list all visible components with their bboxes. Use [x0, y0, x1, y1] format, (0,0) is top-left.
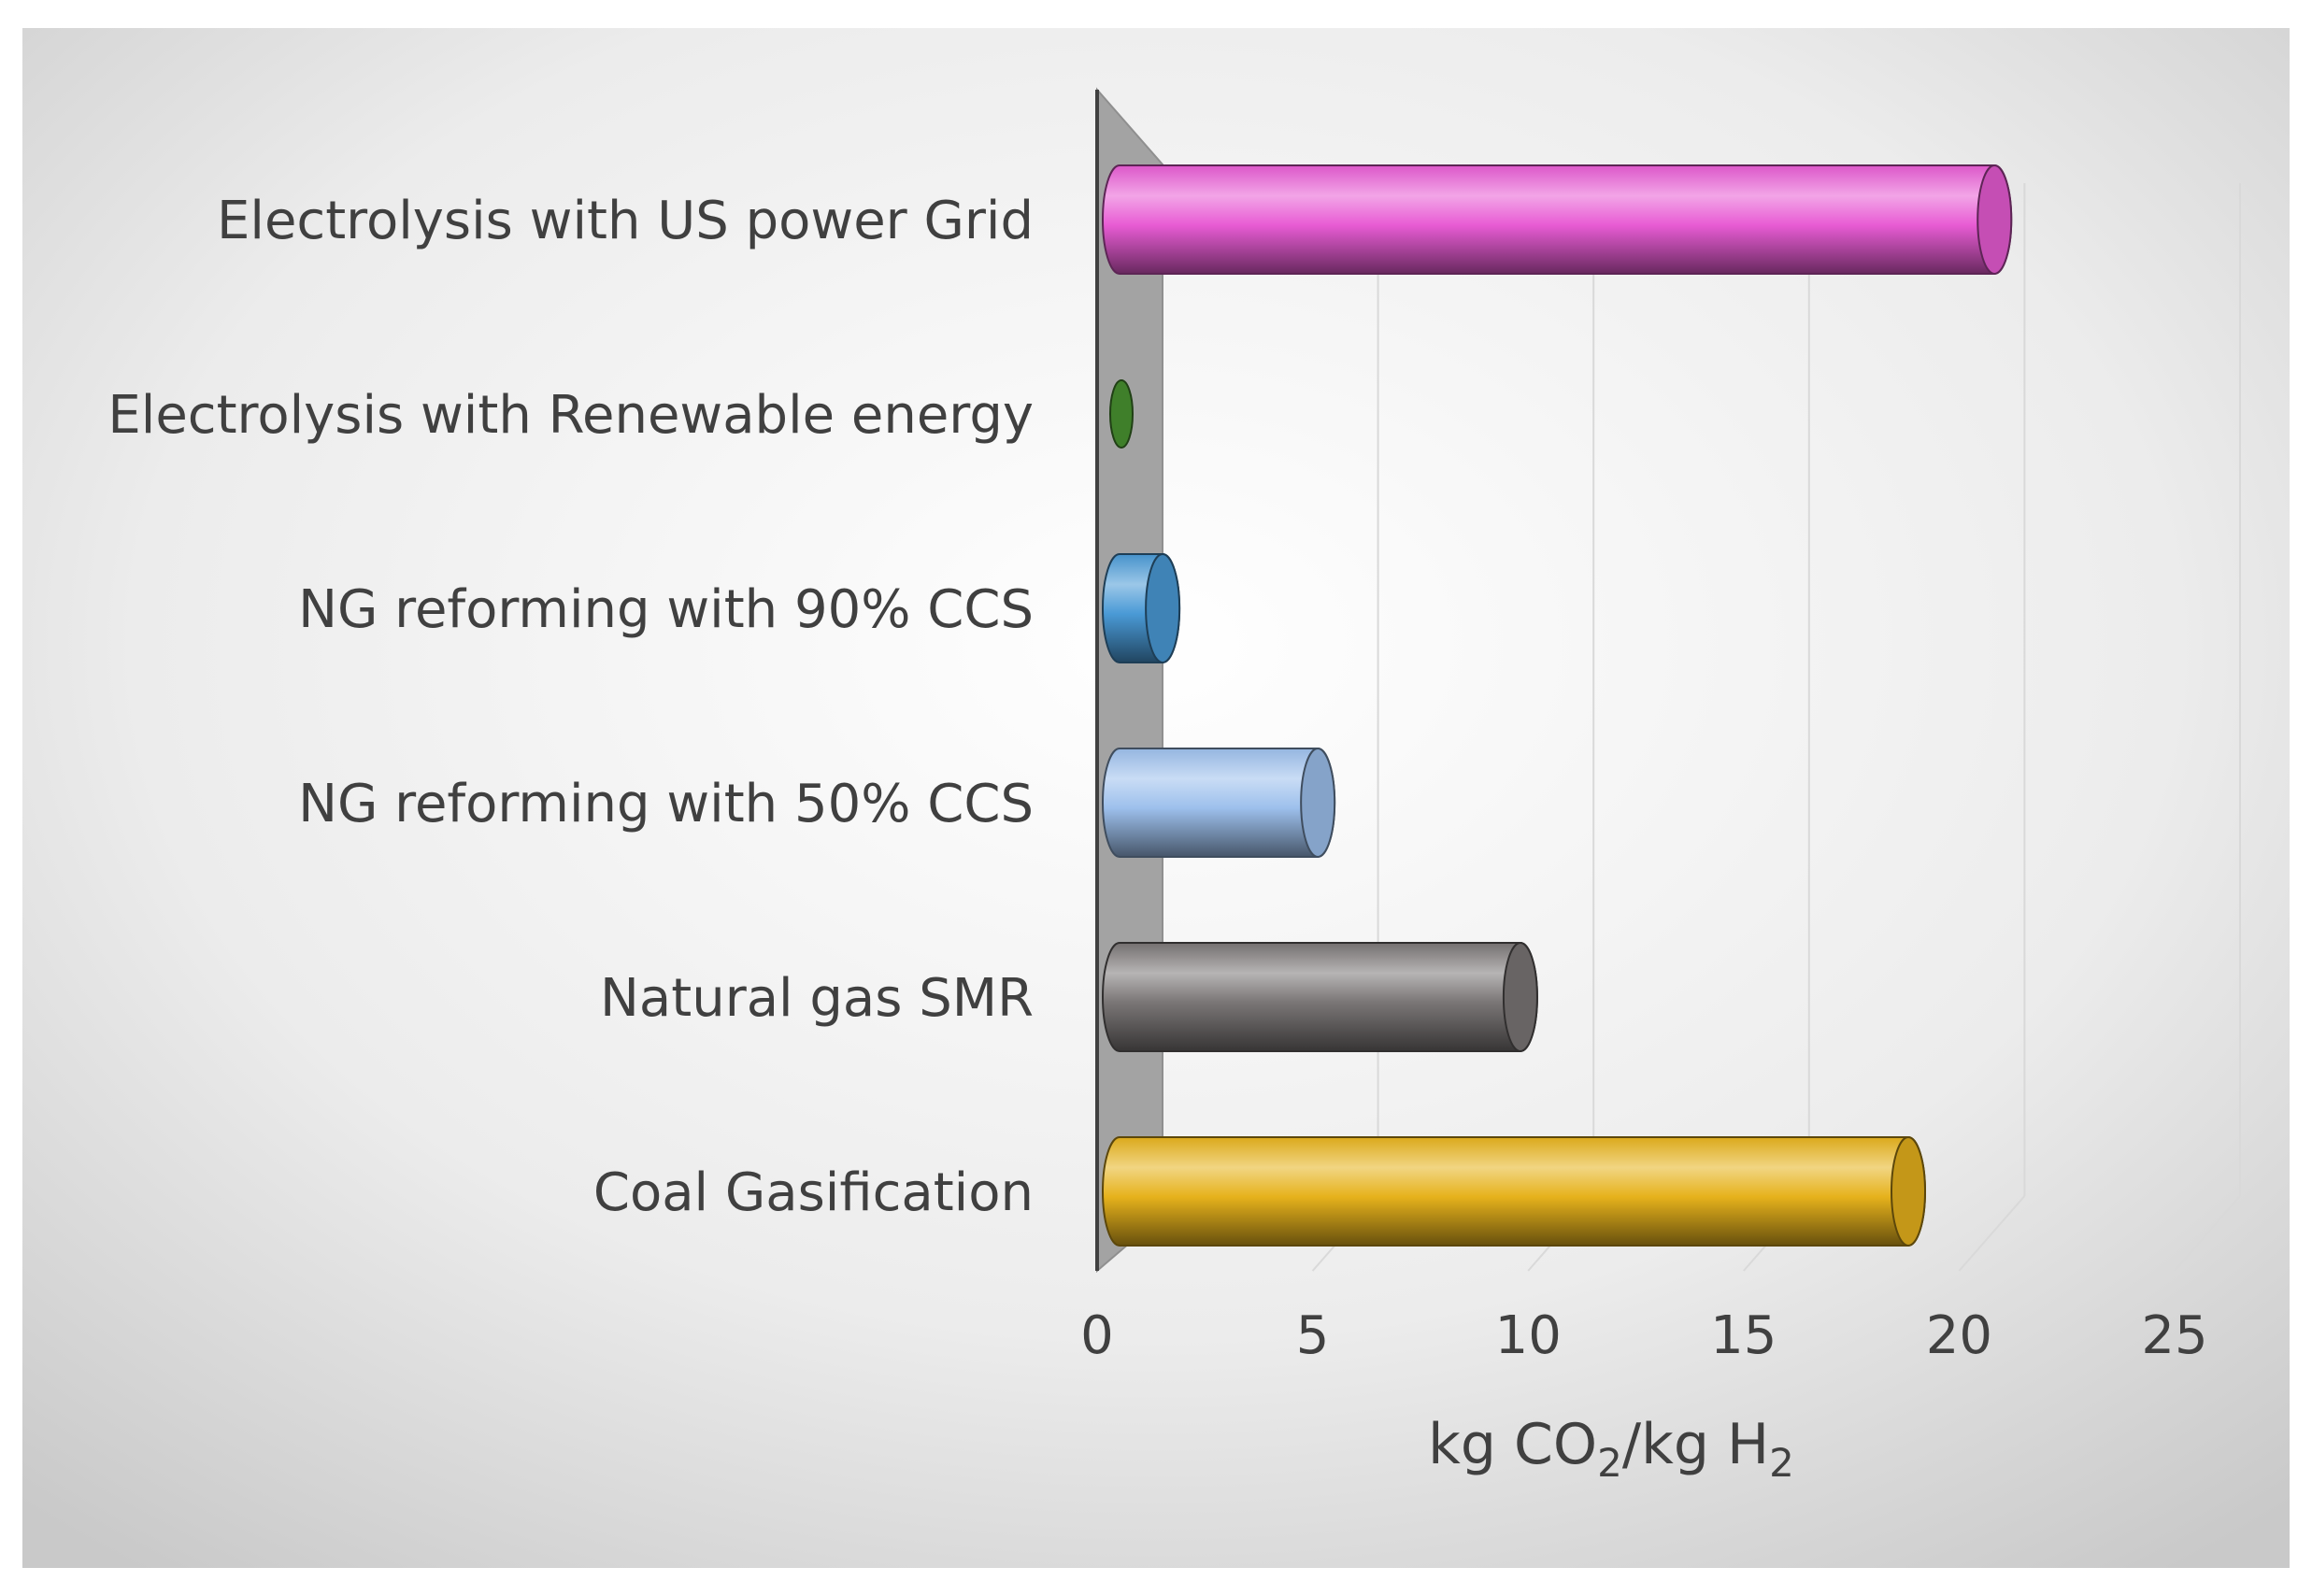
x-tick-label: 5 [1296, 1305, 1330, 1366]
bar-5 [1102, 942, 1538, 1052]
bars-group [1102, 164, 2013, 1247]
tick-labels: 0 5 10 15 20 25 [1080, 1305, 2207, 1366]
chart-svg: Electrolysis with US power Grid Electroly… [22, 28, 2290, 1568]
x-axis-title-sub2: 2 [1769, 1440, 1794, 1486]
bar-body [1102, 748, 1336, 858]
x-tick-label: 25 [2141, 1305, 2207, 1366]
x-tick-label: 10 [1495, 1305, 1562, 1366]
bar-end-cap [1502, 942, 1538, 1052]
gridline-floor [1958, 1195, 2026, 1272]
x-axis-title-middle: /kg H [1622, 1412, 1769, 1477]
category-labels: Electrolysis with US power Grid Electroly… [107, 191, 1034, 1223]
bar-6 [1102, 1136, 1926, 1247]
gridline-floor [2174, 1195, 2241, 1272]
x-tick-label: 20 [1926, 1305, 1992, 1366]
bar-end-cap [1890, 1136, 1926, 1247]
category-label: Electrolysis with US power Grid [217, 191, 1034, 251]
bar-end-cap [1300, 748, 1336, 858]
category-label: Electrolysis with Renewable energy [107, 385, 1034, 446]
bar-body [1102, 1136, 1926, 1247]
x-axis-title-sub1: 2 [1597, 1440, 1622, 1486]
category-label: Coal Gasification [593, 1162, 1034, 1223]
x-axis-title: kg CO2/kg H2 [1428, 1412, 1794, 1486]
category-label: NG reforming with 90% CCS [298, 579, 1034, 640]
bar-body [1102, 164, 2013, 275]
bar-4 [1102, 748, 1336, 858]
x-tick-label: 0 [1080, 1305, 1114, 1366]
bar-3 [1102, 553, 1181, 663]
x-axis-title-prefix: kg CO [1428, 1412, 1597, 1477]
bar-end-cap [1977, 164, 2013, 275]
category-label: NG reforming with 50% CCS [298, 774, 1034, 834]
bar-2 [1109, 379, 1134, 449]
bar-end-cap [1109, 379, 1134, 449]
bar-body [1102, 942, 1538, 1052]
chart-frame: Electrolysis with US power Grid Electroly… [22, 28, 2290, 1568]
category-label: Natural gas SMR [600, 968, 1034, 1029]
bar-1 [1102, 164, 2013, 275]
bar-end-cap [1145, 553, 1181, 663]
x-tick-label: 15 [1710, 1305, 1777, 1366]
